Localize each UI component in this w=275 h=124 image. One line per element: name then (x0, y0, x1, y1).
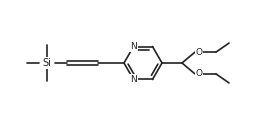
Text: Si: Si (43, 58, 51, 68)
Text: O: O (196, 48, 202, 57)
Text: N: N (130, 75, 137, 84)
Text: O: O (196, 69, 202, 78)
Text: N: N (130, 42, 137, 51)
